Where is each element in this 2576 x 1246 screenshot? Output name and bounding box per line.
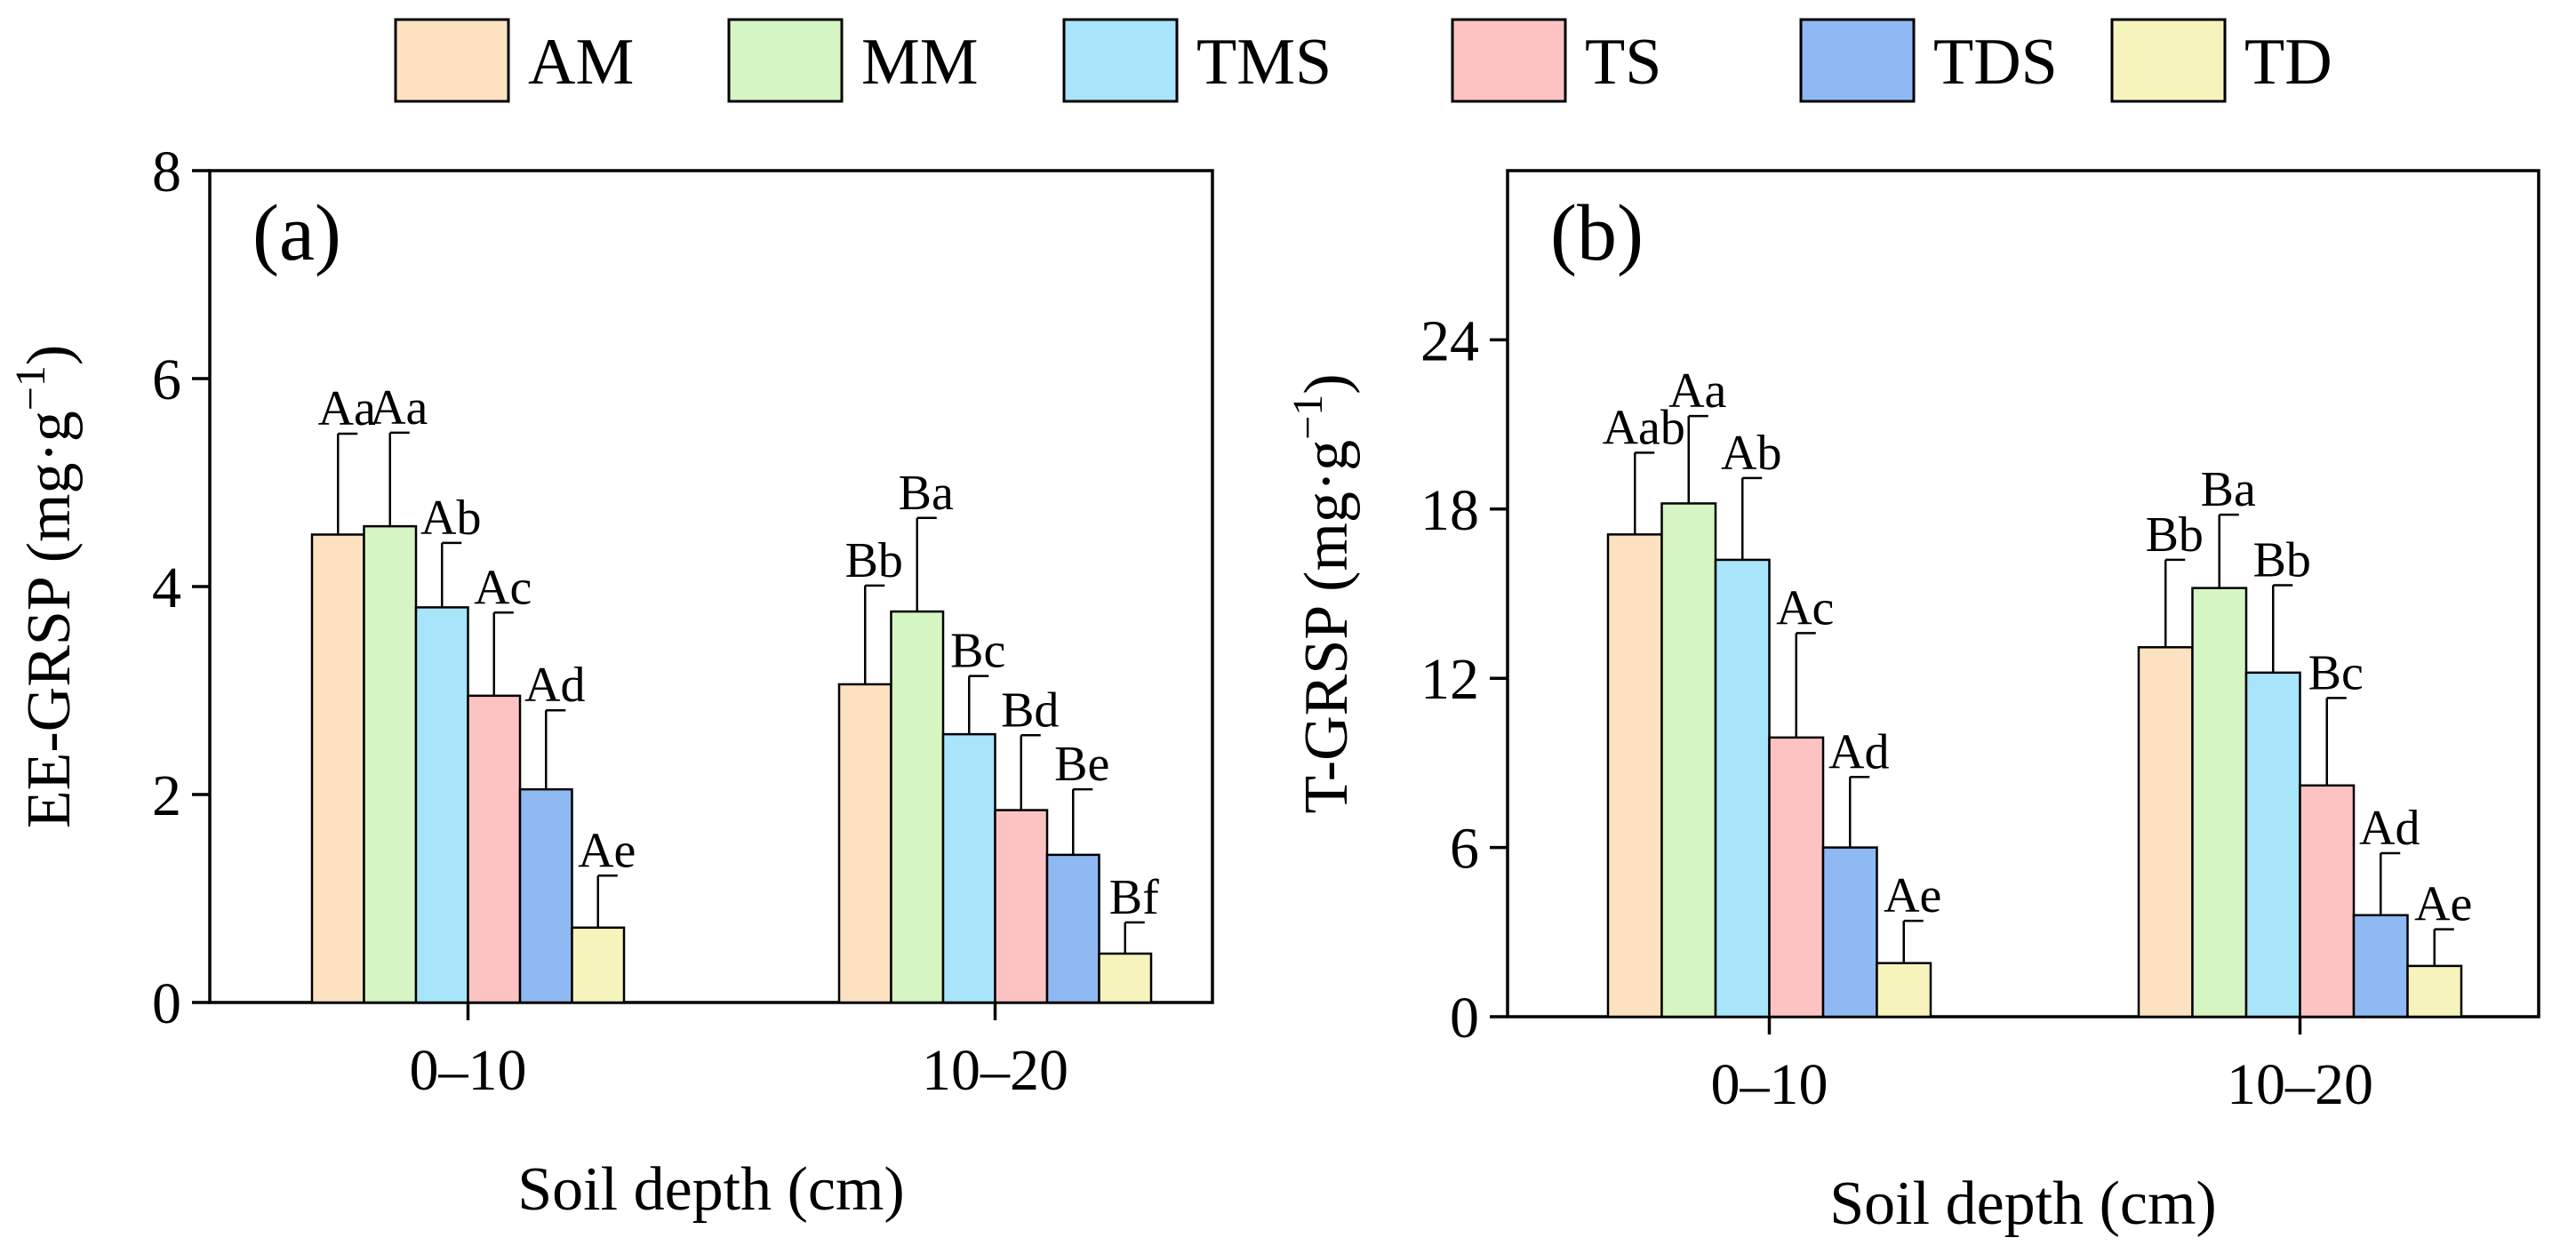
bar-ts-0 xyxy=(1768,736,1825,1018)
bar-td-1 xyxy=(1098,952,1153,1004)
significance-label: Aa xyxy=(1668,363,1726,419)
legend-label-mm: MM xyxy=(861,26,979,99)
legend-label-tms: TMS xyxy=(1196,26,1332,99)
legend-label-td: TD xyxy=(2244,26,2332,99)
panel-b-t-grsp: 06121824(b)AabAaAbAcAdAe0–10BbBaBbBcAdAe… xyxy=(1284,169,2540,1238)
significance-label: Ab xyxy=(420,491,481,546)
y-tick-label: 18 xyxy=(1420,478,1479,543)
bar-ts-1 xyxy=(2299,784,2356,1018)
significance-label: Ae xyxy=(1884,868,1941,923)
significance-label: Ac xyxy=(474,560,532,615)
x-tick-label: 10–20 xyxy=(2227,1052,2373,1117)
bar-tms-0 xyxy=(1714,558,1771,1018)
bar-td-0 xyxy=(1876,962,1932,1018)
bar-am-1 xyxy=(837,683,892,1004)
legend: AM MM TMS TS TDS TD xyxy=(394,18,2332,103)
significance-label: Aa xyxy=(370,380,428,435)
y-axis-title-close: ) xyxy=(15,345,84,365)
y-tick-label: 0 xyxy=(152,971,181,1036)
y-axis-title: T-GRSP (mg·g−1) xyxy=(1284,373,1361,813)
legend-swatch-am xyxy=(394,18,510,103)
significance-label: Bf xyxy=(1109,870,1159,925)
significance-label: Ad xyxy=(1828,724,1889,779)
significance-label: Bb xyxy=(2253,532,2311,587)
y-tick-label: 8 xyxy=(152,140,181,204)
y-tick-label: 2 xyxy=(152,763,181,828)
significance-label: Bb xyxy=(845,533,903,588)
bar-tds-0 xyxy=(518,787,573,1004)
bar-ts-0 xyxy=(467,694,522,1004)
bar-mm-0 xyxy=(363,524,418,1004)
y-axis-title-main: EE-GRSP (mg·g xyxy=(15,411,84,828)
bar-ts-1 xyxy=(994,809,1049,1004)
significance-label: Aa xyxy=(318,381,376,436)
legend-label-ts: TS xyxy=(1585,26,1661,99)
panel-label: (b) xyxy=(1550,189,1644,277)
bar-tms-0 xyxy=(414,606,469,1004)
significance-label: Ad xyxy=(524,658,585,713)
significance-label: Ba xyxy=(2201,462,2256,517)
significance-label: Ab xyxy=(1721,426,1781,481)
x-tick-label: 0–10 xyxy=(410,1038,527,1103)
x-tick-label: 10–20 xyxy=(922,1038,1068,1103)
legend-swatch-td xyxy=(2110,18,2227,103)
x-tick-label: 0–10 xyxy=(1711,1052,1828,1117)
legend-swatch-mm xyxy=(727,18,844,103)
significance-label: Ae xyxy=(578,823,636,878)
y-axis-title: EE-GRSP (mg·g−1) xyxy=(7,345,84,828)
legend-label-tds: TDS xyxy=(1933,26,2058,99)
significance-label: Ad xyxy=(2359,801,2420,856)
significance-label: Ba xyxy=(899,466,954,521)
bar-am-0 xyxy=(1606,533,1663,1018)
bar-tds-1 xyxy=(2352,914,2409,1018)
legend-label-am: AM xyxy=(528,26,634,99)
y-tick-label: 12 xyxy=(1420,647,1479,712)
bar-td-1 xyxy=(2406,964,2463,1018)
bar-mm-0 xyxy=(1660,502,1717,1018)
y-axis-title-close: ) xyxy=(1292,373,1361,394)
y-tick-label: 6 xyxy=(1450,817,1479,882)
x-axis-title: Soil depth (cm) xyxy=(517,1155,904,1224)
legend-swatch-tms xyxy=(1062,18,1179,103)
x-axis-title: Soil depth (cm) xyxy=(1829,1170,2216,1238)
panel-label: (a) xyxy=(252,189,341,277)
y-tick-label: 24 xyxy=(1420,308,1479,373)
bar-tms-1 xyxy=(2244,671,2301,1018)
y-axis-title-sup: −1 xyxy=(7,365,54,411)
bar-td-0 xyxy=(571,926,626,1004)
bar-am-0 xyxy=(310,533,365,1004)
significance-label: Bb xyxy=(2146,507,2204,563)
bar-tms-1 xyxy=(941,732,996,1004)
y-axis-title-main: T-GRSP (mg·g xyxy=(1292,440,1361,814)
legend-swatch-ts xyxy=(1451,18,1567,103)
bar-am-1 xyxy=(2137,646,2194,1018)
y-axis-title-sup: −1 xyxy=(1284,395,1332,440)
y-tick-label: 4 xyxy=(152,555,181,620)
significance-label: Ac xyxy=(1776,580,1834,635)
y-tick-label: 0 xyxy=(1450,986,1479,1050)
significance-label: Be xyxy=(1054,737,1109,792)
significance-label: Ae xyxy=(2414,877,2472,932)
bar-tds-0 xyxy=(1821,846,1878,1018)
bar-mm-1 xyxy=(2191,587,2248,1018)
significance-label: Bd xyxy=(1001,683,1059,738)
bar-mm-1 xyxy=(890,610,945,1004)
y-tick-label: 6 xyxy=(152,347,181,412)
significance-label: Aab xyxy=(1603,400,1685,455)
legend-swatch-tds xyxy=(1799,18,1916,103)
significance-label: Bc xyxy=(950,624,1005,679)
plot-frame xyxy=(1506,169,2540,1018)
bar-tds-1 xyxy=(1045,853,1100,1004)
significance-label: Bc xyxy=(2308,645,2364,700)
